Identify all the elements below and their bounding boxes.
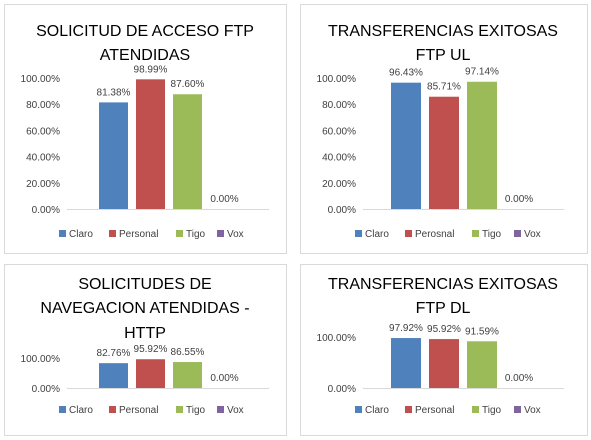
legend-label-claro: Claro: [69, 405, 93, 416]
y-tick-label: 0.00%: [328, 205, 356, 216]
data-label-tigo: 97.14%: [465, 67, 499, 78]
legend-swatch-vox: [217, 406, 224, 413]
legend-label-personal: Personal: [415, 405, 454, 416]
legend-label-vox: Vox: [227, 405, 244, 416]
y-tick-label: 0.00%: [328, 384, 356, 395]
legend-label-tigo: Tigo: [186, 229, 206, 240]
legend-label-personal: Personal: [119, 405, 158, 416]
legend-label-vox: Vox: [227, 229, 244, 240]
data-label-vox: 0.00%: [505, 194, 533, 205]
chart-title-line: SOLICITUDES DE: [78, 276, 211, 293]
chart-title-line: FTP UL: [416, 47, 471, 64]
data-label-vox: 0.00%: [505, 373, 533, 384]
y-tick-label: 20.00%: [322, 179, 356, 190]
bar-tigo: [173, 94, 202, 209]
y-tick-label: 20.00%: [26, 179, 60, 190]
y-tick-label: 80.00%: [26, 100, 60, 111]
y-tick-label: 100.00%: [317, 333, 357, 344]
chart-ftp-ul: TRANSFERENCIAS EXITOSAS FTP UL 0.00% 20.00%…: [317, 23, 564, 240]
chart-http: SOLICITUDES DE NAVEGACION ATENDIDAS - HTTP…: [21, 276, 269, 416]
legend-swatch-claro: [355, 406, 362, 413]
data-label-claro: 81.38%: [97, 87, 131, 98]
legend-label-personal: Personal: [119, 229, 158, 240]
chart-title-line: HTTP: [124, 325, 166, 342]
chart-title-line: ATENDIDAS: [100, 47, 190, 64]
legend-swatch-vox: [514, 230, 521, 237]
bar-tigo: [467, 81, 497, 209]
data-label-claro: 97.92%: [389, 323, 423, 334]
y-tick-label: 80.00%: [322, 100, 356, 111]
legend-label-vox: Vox: [524, 405, 541, 416]
y-tick-label: 0.00%: [32, 205, 60, 216]
data-label-personal: 95.92%: [134, 344, 168, 355]
data-label-tigo: 86.55%: [171, 347, 205, 358]
legend-swatch-claro: [355, 230, 362, 237]
chart-title-line: NAVEGACION ATENDIDAS -: [40, 300, 249, 317]
legend-label-vox: Vox: [524, 229, 541, 240]
legend-label-tigo: Tigo: [482, 405, 502, 416]
data-label-claro: 96.43%: [389, 68, 423, 79]
bar-claro: [391, 82, 421, 209]
data-label-claro: 82.76%: [97, 348, 131, 359]
legend-swatch-tigo: [472, 406, 479, 413]
legend-swatch-personal: [109, 406, 116, 413]
bar-claro: [391, 338, 421, 388]
y-tick-label: 100.00%: [21, 74, 61, 85]
legend-label-claro: Claro: [365, 405, 389, 416]
bar-personal: [136, 79, 165, 210]
chart-title-line: SOLICITUD DE ACCESO FTP: [36, 23, 254, 40]
bar-tigo: [467, 341, 497, 388]
bar-claro: [99, 102, 128, 209]
data-label-personal: 98.99%: [134, 64, 168, 75]
data-label-vox: 0.00%: [210, 194, 238, 205]
legend-label-perosnal: Perosnal: [415, 229, 454, 240]
chart-ftp-dl: TRANSFERENCIAS EXITOSAS FTP DL 0.00% 100.00…: [317, 276, 564, 416]
chart-panel-ftp-dl: TRANSFERENCIAS EXITOSAS FTP DL 0.00% 100.00…: [300, 264, 588, 436]
legend-swatch-vox: [217, 230, 224, 237]
y-tick-label: 40.00%: [26, 153, 60, 164]
legend-swatch-claro: [59, 230, 66, 237]
y-tick-label: 0.00%: [32, 384, 60, 395]
chart-panel-http: SOLICITUDES DE NAVEGACION ATENDIDAS - HTTP…: [4, 264, 287, 436]
legend-label-tigo: Tigo: [482, 229, 502, 240]
chart-title-line: FTP DL: [416, 300, 471, 317]
y-tick-label: 60.00%: [322, 126, 356, 137]
legend-label-tigo: Tigo: [186, 405, 206, 416]
chart-panel-ftp-access: SOLICITUD DE ACCESO FTP ATENDIDAS 0.00% 20.…: [4, 4, 287, 254]
data-label-perosnal: 85.71%: [427, 82, 461, 93]
legend-swatch-vox: [514, 406, 521, 413]
legend-swatch-tigo: [176, 406, 183, 413]
legend-swatch-tigo: [176, 230, 183, 237]
data-label-tigo: 87.60%: [171, 79, 205, 90]
bar-claro: [99, 363, 128, 388]
y-tick-label: 40.00%: [322, 153, 356, 164]
bar-tigo: [173, 362, 202, 388]
bar-personal: [136, 359, 165, 388]
legend-swatch-personal: [109, 230, 116, 237]
bar-personal: [429, 339, 459, 388]
legend-label-claro: Claro: [365, 229, 389, 240]
legend-label-claro: Claro: [69, 229, 93, 240]
chart-title-line: TRANSFERENCIAS EXITOSAS: [328, 23, 558, 40]
y-tick-label: 100.00%: [21, 354, 61, 365]
legend-swatch-claro: [59, 406, 66, 413]
chart-ftp-access: SOLICITUD DE ACCESO FTP ATENDIDAS 0.00% 20.…: [21, 23, 269, 240]
chart-title-line: TRANSFERENCIAS EXITOSAS: [328, 276, 558, 293]
bar-perosnal: [429, 96, 459, 209]
y-tick-label: 60.00%: [26, 126, 60, 137]
data-label-vox: 0.00%: [210, 373, 238, 384]
legend-swatch-perosnal: [405, 230, 412, 237]
legend-swatch-personal: [405, 406, 412, 413]
chart-panel-ftp-ul: TRANSFERENCIAS EXITOSAS FTP UL 0.00% 20.00%…: [300, 4, 588, 254]
legend-swatch-tigo: [472, 230, 479, 237]
data-label-personal: 95.92%: [427, 324, 461, 335]
data-label-tigo: 91.59%: [465, 326, 499, 337]
y-tick-label: 100.00%: [317, 74, 357, 85]
